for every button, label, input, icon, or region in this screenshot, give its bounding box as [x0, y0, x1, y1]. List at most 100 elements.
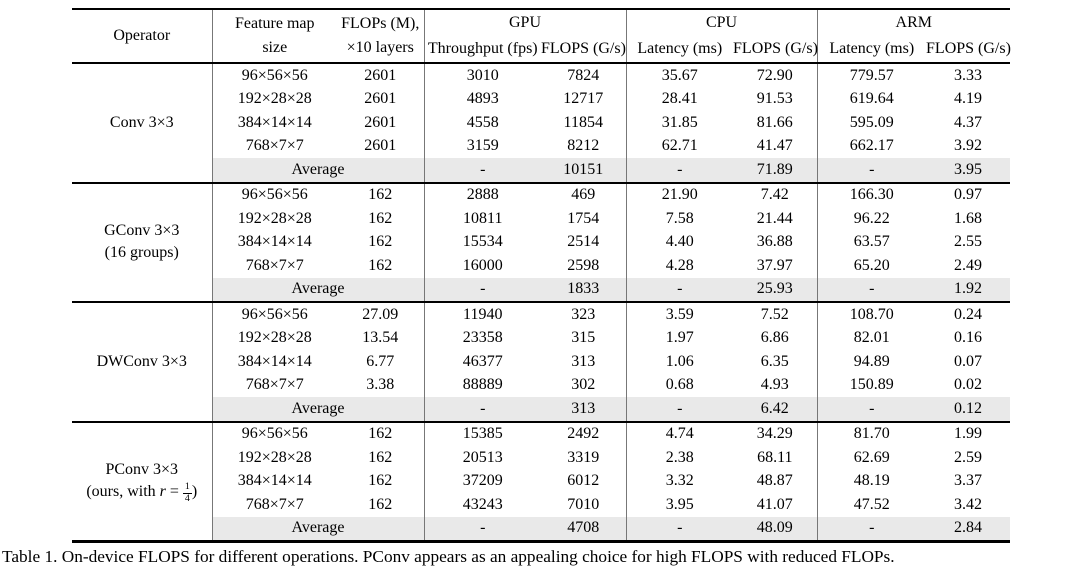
average-label-cell: Average: [212, 158, 425, 183]
gpu-throughput-cell: 23358: [462, 329, 503, 347]
cpu-flops-cell: 68.11: [733, 446, 818, 470]
table-row: 192×28×28 2601 4893 12717 28.41 91.53 619.64 4.…: [72, 87, 1010, 111]
ondevice-flops-table: Operator Feature map size FLOPs (M), ×10…: [72, 8, 1011, 543]
arm-flops-avg-cell: 2.84: [926, 516, 1011, 542]
table-row: PConv 3×3 (ours, with r = 1 4) 96×56×56 162 1…: [72, 420, 1011, 542]
arm-flops-cell: 3.42: [954, 495, 983, 513]
arm-flops-avg-cell: 3.95: [926, 158, 1011, 183]
header-row-groups: Operator Feature map size FLOPs (M), ×10…: [72, 9, 1010, 64]
arm-flops-cell: 3.33: [954, 66, 983, 84]
cpu-latency-cell: 1.97: [665, 329, 694, 347]
cpu-flops-cell: 34.29: [733, 420, 818, 446]
cpu-flops-cell: 7.52: [733, 301, 818, 327]
table-row: Conv 3×3 96×56×56 2601 3010 7824 35.67 72.90 77…: [72, 63, 1010, 183]
table-row: 384×14×14 6.77 46377 313 1.06 6.35 94.89 0.07: [72, 350, 1010, 374]
cpu-latency-cell: 7.58: [665, 209, 694, 227]
header-line: FLOPs (M),: [341, 15, 420, 32]
arm-flops-cell: 3.92: [954, 137, 983, 155]
feature-map-cell: 768×7×7: [245, 137, 304, 155]
cpu-latency-cell: 62.71: [661, 137, 698, 155]
feature-map-cell: 96×56×56: [212, 420, 337, 446]
cpu-latency-cell: 35.67: [661, 66, 698, 84]
col-header-operator: Operator: [72, 9, 213, 64]
header-line: ×10 layers: [346, 39, 414, 56]
feature-map-cell: 384×14×14: [237, 472, 312, 490]
gpu-flops-cell: 11854: [541, 111, 627, 135]
table-row: 768×7×7 162 16000 2598 4.28 37.97 65.20 2.49: [72, 254, 1010, 278]
gpu-throughput-cell: 10811: [463, 209, 503, 227]
cpu-latency-cell: 3.32: [665, 472, 694, 490]
arm-latency-cell: 47.52: [853, 495, 890, 513]
flops-cell: 162: [337, 446, 425, 470]
arm-flops-cell: 1.68: [954, 209, 983, 227]
arm-flops-cell: 0.97: [926, 181, 1011, 207]
arm-latency-avg-cell: -: [817, 397, 927, 422]
gpu-throughput-avg-cell: -: [424, 516, 541, 542]
cpu-latency-cell: 21.90: [626, 181, 734, 207]
flops-cell: 162: [337, 420, 425, 446]
feature-map-cell: 96×56×56: [212, 181, 337, 207]
gpu-flops-cell: 3319: [541, 446, 627, 470]
table-body: Conv 3×3 96×56×56 2601 3010 7824 35.67 72.90 77…: [72, 63, 1011, 542]
average-label-cell: Average: [212, 516, 425, 542]
gpu-throughput-cell: 3010: [466, 66, 499, 84]
average-row: Average -10151-71.89-3.95: [72, 158, 1011, 183]
cpu-latency-cell: 4.28: [665, 256, 694, 274]
feature-map-cell: 384×14×14: [237, 233, 312, 251]
gpu-flops-avg-cell: 313: [541, 397, 627, 422]
cpu-flops-avg-cell: 71.89: [733, 158, 818, 183]
flops-cell: 27.09: [337, 301, 425, 327]
cpu-latency-cell: 1.06: [665, 352, 694, 370]
table-row: 384×14×14 162 37209 6012 3.32 48.87 48.19 3.37: [72, 469, 1010, 493]
flops-cell: 3.38: [337, 373, 425, 397]
arm-latency-avg-cell: -: [817, 158, 927, 183]
average-row: Average -4708-48.09-2.84: [72, 516, 1011, 542]
cpu-flops-cell: 6.86: [733, 326, 818, 350]
arm-flops-cell: 3.37: [954, 472, 983, 490]
arm-latency-cell: 150.89: [849, 376, 894, 394]
arm-latency-cell: 65.20: [853, 256, 890, 274]
cpu-flops-cell: 72.90: [733, 63, 818, 88]
gpu-throughput-cell: 15534: [462, 233, 503, 251]
feature-map-cell: 192×28×28: [237, 448, 312, 466]
flops-cell: 2601: [337, 63, 425, 88]
cpu-flops-cell: 48.87: [733, 469, 818, 493]
table-row: 768×7×7 162 43243 7010 3.95 41.07 47.52 3.42: [72, 493, 1010, 517]
gpu-flops-avg-cell: 10151: [541, 158, 627, 183]
feature-map-cell: 192×28×28: [237, 209, 312, 227]
flops-cell: 2601: [337, 111, 425, 135]
cpu-latency-avg-cell: -: [626, 397, 734, 422]
cpu-latency-cell: 0.68: [665, 376, 694, 394]
cpu-flops-avg-cell: 48.09: [733, 516, 818, 542]
average-label-cell: Average: [212, 277, 425, 302]
flops-cell: 162: [337, 469, 425, 493]
gpu-flops-cell: 1754: [541, 207, 627, 231]
gpu-flops-cell: 2598: [541, 254, 627, 278]
gpu-flops-avg-cell: 1833: [541, 277, 627, 302]
arm-latency-cell: 63.57: [853, 233, 890, 251]
cpu-flops-cell: 36.88: [733, 230, 818, 254]
table-row: DWConv 3×3 96×56×56 27.09 11940 323 3.59 7.52 1…: [72, 301, 1011, 422]
cpu-latency-avg-cell: -: [626, 158, 734, 183]
arm-latency-cell: 166.30: [817, 181, 927, 207]
flops-cell: 162: [337, 207, 425, 231]
gpu-flops-cell: 313: [541, 350, 627, 374]
cpu-flops-cell: 41.47: [733, 134, 818, 158]
arm-flops-cell: 2.55: [954, 233, 983, 251]
feature-map-cell: 96×56×56: [212, 301, 337, 327]
table-row: 384×14×14 162 15534 2514 4.40 36.88 63.57 2.55: [72, 230, 1010, 254]
arm-latency-cell: 62.69: [853, 448, 890, 466]
gpu-flops-cell: 2492: [541, 420, 627, 446]
arm-latency-cell: 779.57: [849, 66, 894, 84]
gpu-flops-cell: 12717: [541, 87, 627, 111]
col-header-flops: FLOPs (M), ×10 layers: [337, 9, 425, 64]
col-group-cpu: CPU: [626, 9, 818, 36]
cpu-latency-avg-cell: -: [626, 277, 734, 302]
arm-latency-cell: 619.64: [849, 90, 894, 108]
operator-cell: GConv 3×3 (16 groups): [72, 181, 213, 302]
table-row: GConv 3×3 (16 groups) 96×56×56 162 2888 469 21…: [72, 181, 1011, 302]
cpu-flops-cell: 91.53: [733, 87, 818, 111]
arm-latency-cell: 94.89: [853, 352, 890, 370]
cpu-flops-avg-cell: 25.93: [733, 277, 818, 302]
gpu-throughput-cell: 4558: [466, 113, 499, 131]
